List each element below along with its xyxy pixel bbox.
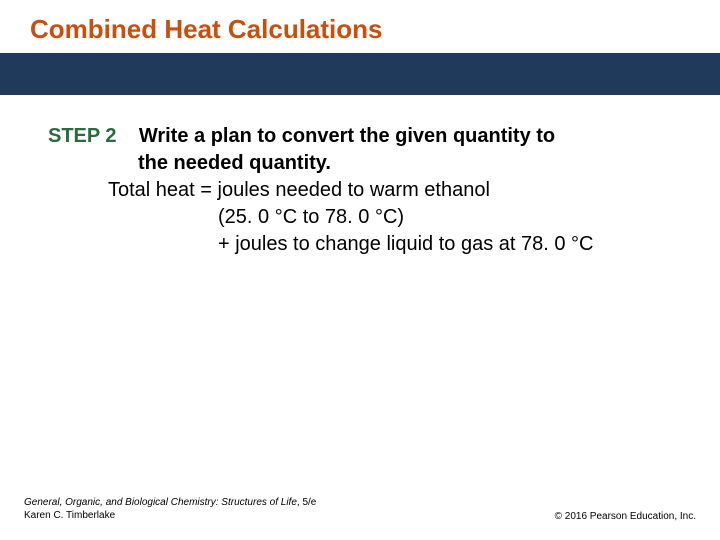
step-prompt-part1: Write a plan to convert the given quanti… [139, 125, 555, 147]
step-body-1: Total heat = joules needed to warm ethan… [48, 177, 680, 204]
step-prompt-part2: the needed quantity. [138, 152, 331, 174]
step-label: STEP 2 [48, 125, 117, 147]
step-line-2: the needed quantity. [48, 150, 680, 177]
step-body-3: + joules to change liquid to gas at 78. … [48, 231, 680, 258]
footer-book-line: General, Organic, and Biological Chemist… [24, 496, 316, 509]
footer-edition: , 5/e [297, 497, 316, 508]
footer-left: General, Organic, and Biological Chemist… [24, 496, 316, 522]
step-line-1: STEP 2 Write a plan to convert the given… [48, 123, 680, 150]
slide-content: STEP 2 Write a plan to convert the given… [0, 95, 720, 258]
header-bar [0, 53, 720, 95]
footer-book-title: General, Organic, and Biological Chemist… [24, 497, 297, 508]
footer: General, Organic, and Biological Chemist… [0, 496, 720, 522]
slide-title: Combined Heat Calculations [30, 14, 383, 44]
step-body-2: (25. 0 °C to 78. 0 °C) [48, 204, 680, 231]
slide-title-container: Combined Heat Calculations [0, 0, 720, 53]
footer-copyright: © 2016 Pearson Education, Inc. [555, 511, 696, 522]
footer-author: Karen C. Timberlake [24, 509, 316, 522]
